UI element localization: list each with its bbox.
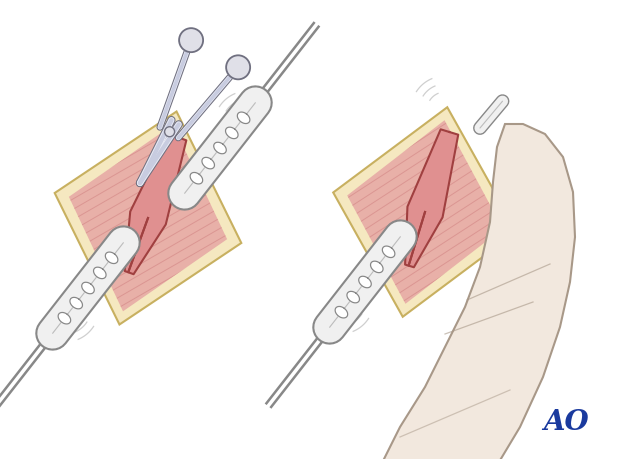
Polygon shape: [371, 261, 383, 273]
Polygon shape: [359, 276, 371, 288]
Polygon shape: [214, 142, 226, 154]
Polygon shape: [405, 129, 458, 267]
Polygon shape: [125, 134, 187, 274]
Polygon shape: [105, 252, 118, 263]
Polygon shape: [333, 107, 517, 317]
Polygon shape: [237, 112, 250, 123]
Polygon shape: [94, 267, 106, 279]
Polygon shape: [69, 125, 227, 311]
Polygon shape: [335, 307, 348, 318]
Polygon shape: [226, 127, 238, 139]
Polygon shape: [383, 246, 395, 257]
Polygon shape: [347, 291, 360, 303]
Polygon shape: [82, 282, 94, 294]
Polygon shape: [347, 120, 503, 304]
Polygon shape: [55, 112, 241, 325]
Polygon shape: [190, 173, 203, 184]
Circle shape: [179, 28, 203, 52]
Text: AO: AO: [543, 409, 589, 436]
Circle shape: [164, 127, 175, 137]
Polygon shape: [58, 313, 71, 324]
Circle shape: [226, 56, 250, 79]
Polygon shape: [375, 124, 575, 459]
Polygon shape: [70, 297, 82, 309]
Polygon shape: [202, 157, 215, 169]
